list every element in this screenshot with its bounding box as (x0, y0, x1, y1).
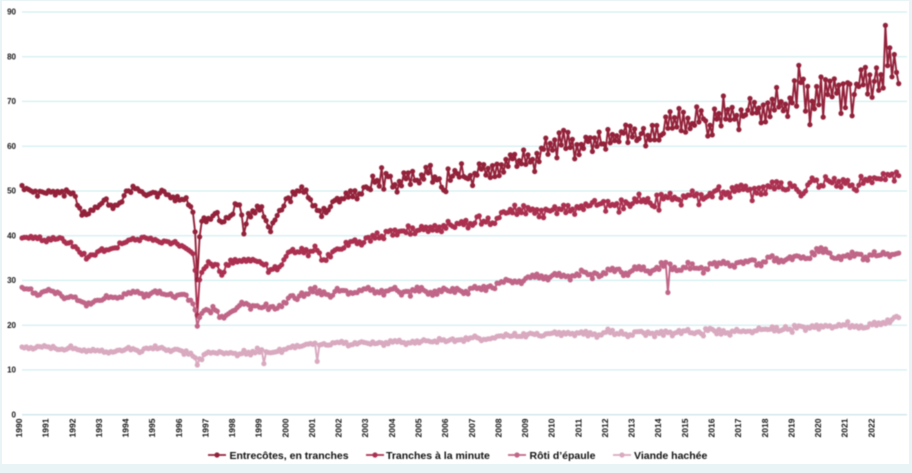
svg-text:1995: 1995 (147, 418, 157, 437)
svg-text:0: 0 (12, 410, 17, 419)
svg-text:1990: 1990 (14, 418, 24, 437)
svg-text:2014: 2014 (653, 418, 663, 437)
svg-text:1996: 1996 (174, 418, 184, 437)
svg-text:2021: 2021 (840, 418, 850, 437)
svg-text:90: 90 (7, 8, 16, 17)
svg-text:2007: 2007 (467, 418, 477, 437)
svg-text:2015: 2015 (680, 418, 690, 437)
svg-text:10: 10 (7, 366, 16, 375)
svg-text:1999: 1999 (254, 418, 264, 437)
svg-text:2013: 2013 (627, 418, 637, 437)
svg-text:2020: 2020 (813, 418, 823, 437)
svg-text:2018: 2018 (760, 418, 770, 437)
svg-text:2004: 2004 (387, 418, 397, 437)
svg-text:50: 50 (7, 187, 16, 196)
svg-text:1994: 1994 (121, 418, 131, 437)
svg-text:20: 20 (7, 321, 16, 330)
svg-text:2009: 2009 (520, 418, 530, 437)
svg-text:Entrecôtes, en tranches: Entrecôtes, en tranches (230, 450, 349, 462)
svg-text:Rôti d’épaule: Rôti d’épaule (530, 450, 596, 462)
svg-text:2016: 2016 (707, 418, 717, 437)
svg-text:30: 30 (7, 276, 16, 285)
svg-text:1998: 1998 (227, 418, 237, 437)
svg-text:2017: 2017 (733, 418, 743, 437)
svg-text:2010: 2010 (547, 418, 557, 437)
svg-text:70: 70 (7, 97, 16, 106)
svg-text:1992: 1992 (67, 418, 77, 437)
svg-text:2011: 2011 (573, 419, 583, 438)
svg-text:Viande hachée: Viande hachée (634, 450, 708, 462)
svg-text:Tranches à la minute: Tranches à la minute (386, 450, 490, 462)
svg-text:2022: 2022 (866, 418, 876, 437)
svg-text:2002: 2002 (334, 418, 344, 437)
svg-text:80: 80 (7, 52, 16, 61)
svg-text:1997: 1997 (200, 418, 210, 437)
svg-text:2003: 2003 (360, 418, 370, 437)
svg-text:1993: 1993 (94, 418, 104, 437)
svg-text:40: 40 (7, 231, 16, 240)
svg-text:2005: 2005 (414, 418, 424, 437)
svg-text:1991: 1991 (41, 418, 51, 437)
svg-text:2006: 2006 (440, 418, 450, 437)
svg-text:2001: 2001 (307, 418, 317, 437)
svg-text:60: 60 (7, 142, 16, 151)
svg-text:2008: 2008 (493, 418, 503, 437)
svg-text:2000: 2000 (280, 418, 290, 437)
svg-text:2019: 2019 (786, 418, 796, 437)
svg-text:2012: 2012 (600, 418, 610, 437)
